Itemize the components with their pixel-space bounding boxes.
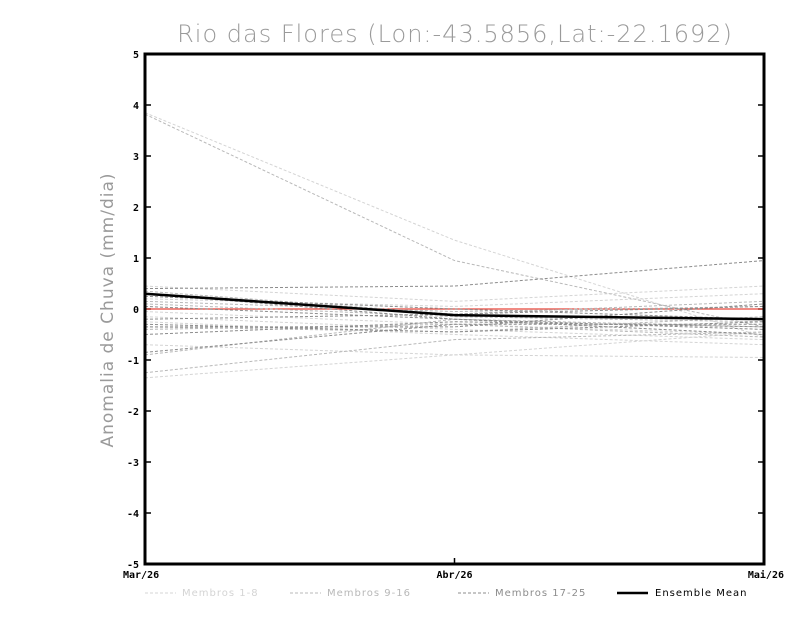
member-line-group-2 (144, 323, 765, 338)
x-tick-labels: Mar/26 Abr/26 Mai/26 (123, 569, 784, 581)
member-line-group-1 (144, 285, 765, 302)
member-line-group-2 (144, 316, 765, 333)
member-line-group-3 (144, 260, 765, 290)
legend-label-members-17-25: Membros 17-25 (495, 588, 586, 599)
y-tick-labels: 5 4 3 2 1 0 -1 -2 -3 -4 -5 (127, 50, 139, 571)
ensemble-mean-line (144, 292, 765, 321)
y-tick-label: 0 (133, 305, 139, 316)
member-line-group-2 (144, 303, 765, 323)
y-tick-label: -4 (127, 509, 139, 520)
y-axis-label: Anomalia de Chuva (mm/dia) (98, 172, 118, 447)
member-line-group-3 (144, 295, 765, 320)
y-tick-label: 3 (133, 152, 139, 163)
member-line-group-2 (144, 300, 765, 313)
y-tick-label: -1 (127, 356, 139, 367)
y-tick-label: -2 (127, 407, 139, 418)
chart-title: Rio das Flores (Lon:-43.5856,Lat:-22.169… (177, 20, 733, 48)
member-line-group-1 (144, 112, 765, 338)
member-line-group-1 (144, 321, 765, 346)
member-line-group-1 (144, 344, 765, 358)
y-tick-label: 2 (133, 203, 139, 214)
y-tick-label: 1 (133, 254, 139, 265)
x-tick-label: Abr/26 (436, 570, 472, 581)
legend-label-members-9-16: Membros 9-16 (327, 588, 411, 599)
member-line-group-3 (144, 293, 765, 335)
x-tick-label: Mar/26 (123, 570, 159, 581)
legend-label-ensemble-mean: Ensemble Mean (655, 588, 747, 599)
member-line-group-3 (144, 321, 765, 335)
plot-frame (143, 52, 766, 566)
ensemble-member-lines (144, 112, 765, 379)
member-line-group-1 (144, 311, 765, 335)
member-line-group-1 (144, 316, 765, 341)
member-line-group-3 (145, 303, 765, 328)
member-line-group-3 (144, 323, 764, 353)
member-line-group-2 (144, 331, 765, 374)
member-line-group-2 (144, 113, 765, 328)
y-tick-label: -5 (127, 560, 139, 571)
legend-label-members-1-8: Membros 1-8 (182, 588, 259, 599)
x-tick-label: Mai/26 (748, 569, 784, 581)
y-tick-label: 4 (133, 101, 139, 112)
y-tick-label: -3 (127, 458, 139, 469)
member-line-group-3 (144, 305, 765, 330)
member-line-group-1 (144, 331, 765, 379)
y-tick-label: 5 (133, 50, 139, 61)
member-line-group-1 (144, 293, 765, 307)
legend: Membros 1-8 Membros 9-16 Membros 17-25 E… (145, 588, 747, 599)
member-line-group-3 (144, 305, 765, 320)
